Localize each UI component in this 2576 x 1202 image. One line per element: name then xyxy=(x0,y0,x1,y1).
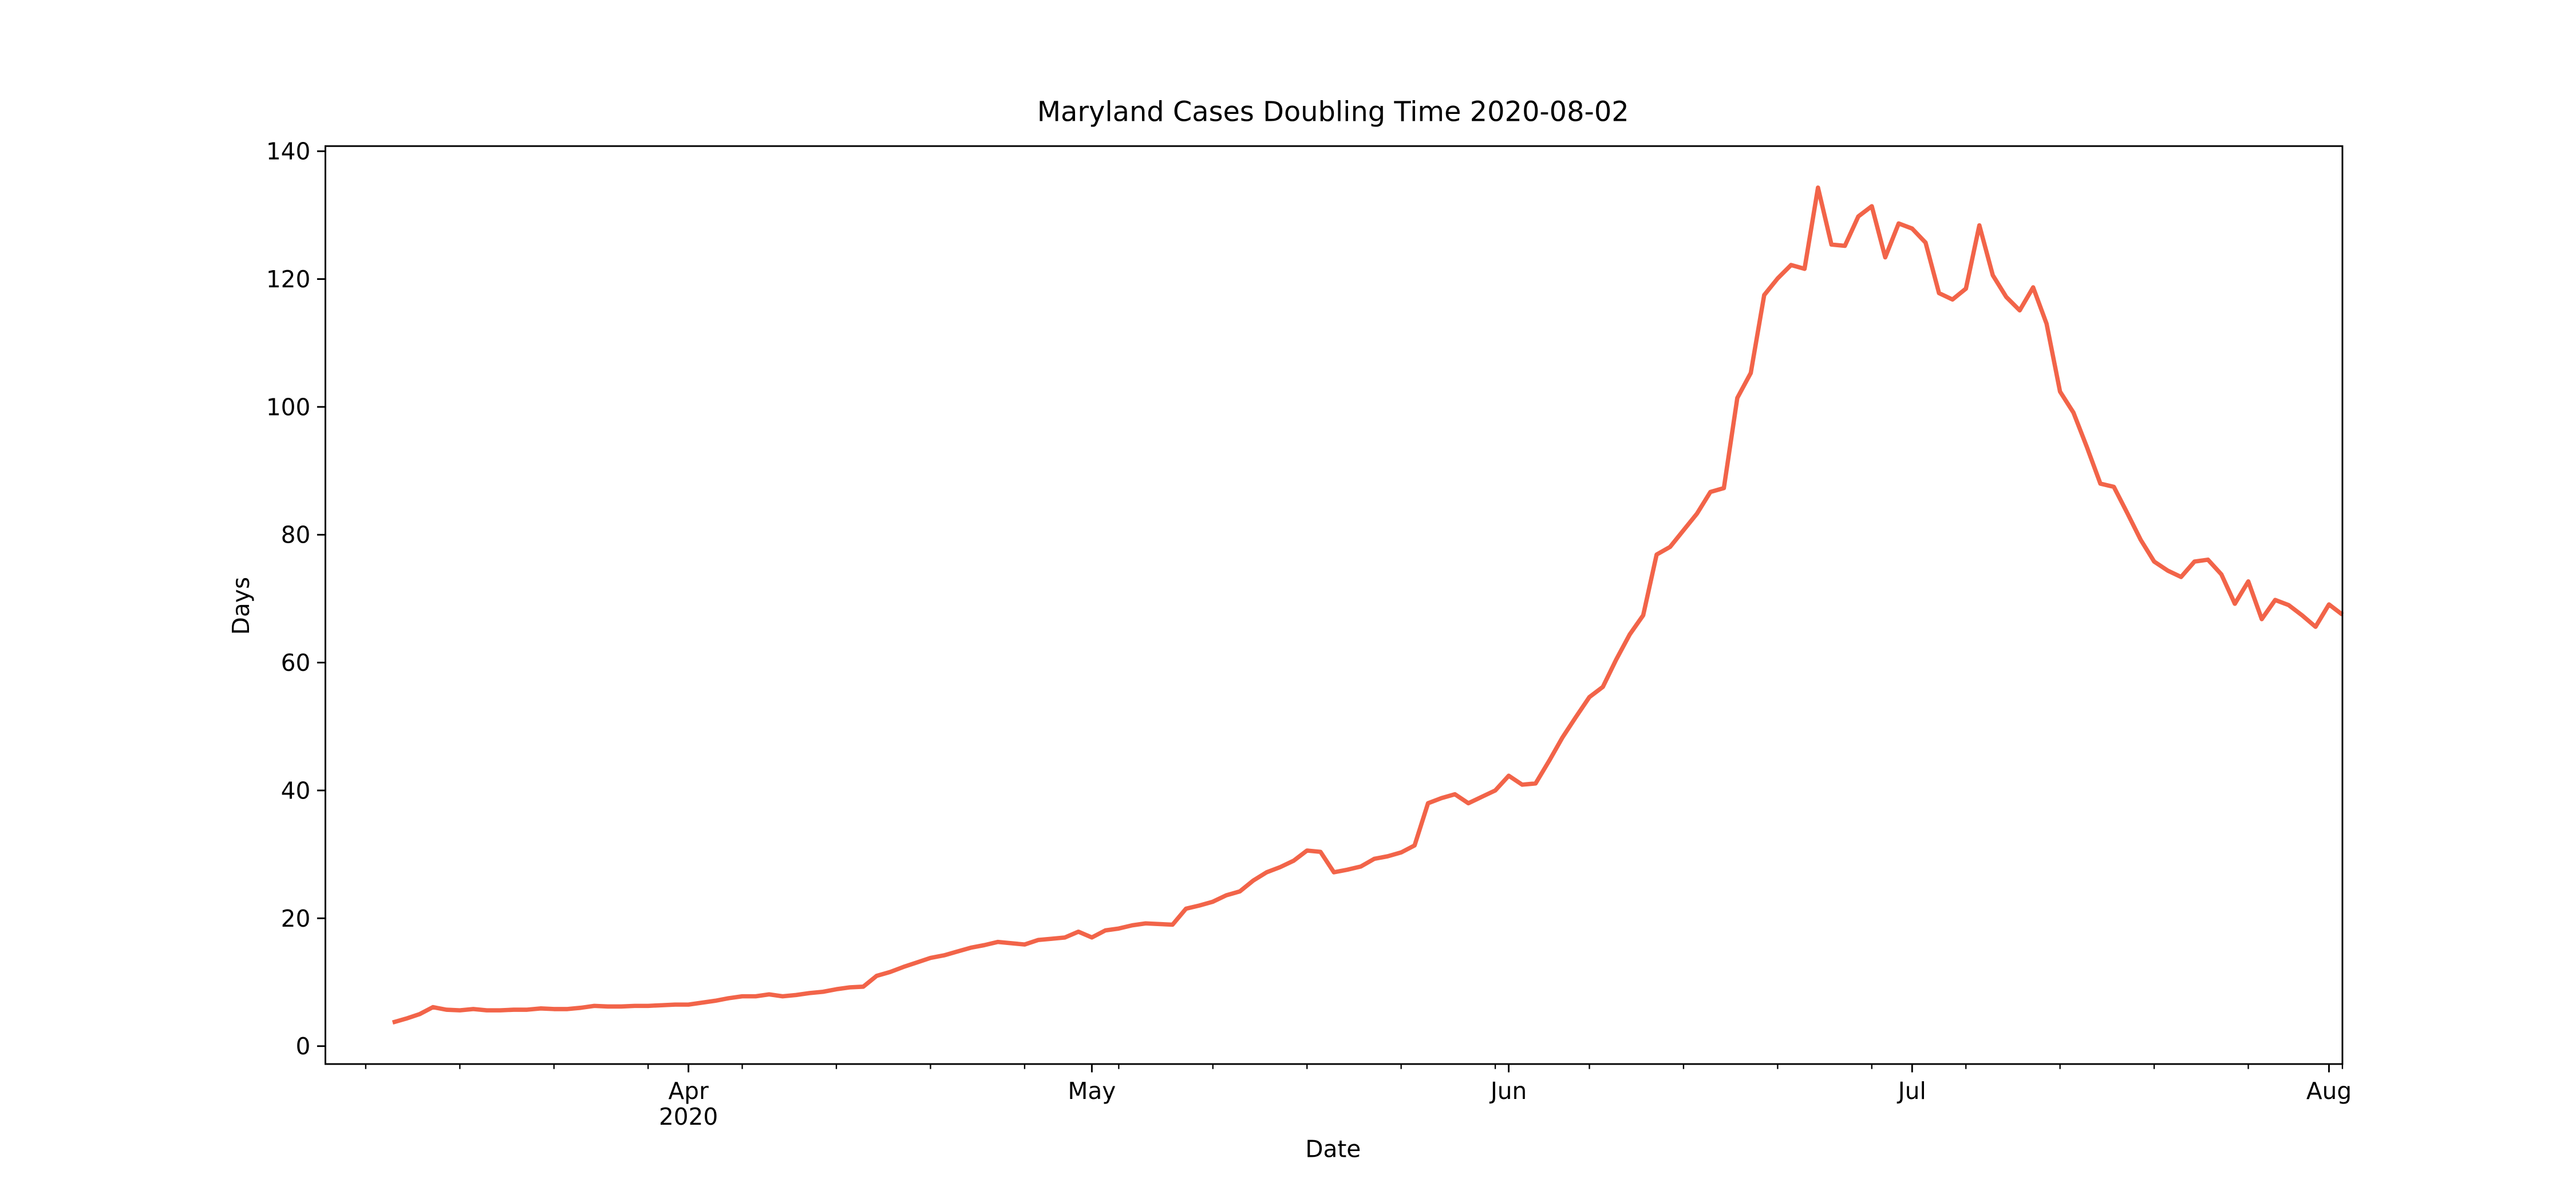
y-tick-label: 140 xyxy=(266,138,310,165)
y-tick-label: 120 xyxy=(266,266,310,293)
y-tick-label: 80 xyxy=(281,521,311,549)
x-axis-label: Date xyxy=(1305,1135,1361,1163)
y-tick-label: 40 xyxy=(281,777,311,804)
x-tick-label: Jul xyxy=(1897,1077,1926,1105)
y-tick-label: 0 xyxy=(295,1033,310,1060)
plot-frame xyxy=(324,145,2344,1065)
x-tick-label: Aug xyxy=(2306,1077,2352,1105)
y-tick-label: 20 xyxy=(281,905,311,932)
x-tick-label: Jun xyxy=(1489,1077,1527,1105)
x-tick-label: Apr 2020 xyxy=(659,1077,718,1130)
y-axis-label: Days xyxy=(227,577,255,635)
y-tick-label: 100 xyxy=(266,393,310,421)
chart-title: Maryland Cases Doubling Time 2020-08-02 xyxy=(1037,97,1629,128)
x-tick-label: May xyxy=(1068,1077,1116,1105)
y-tick-label: 60 xyxy=(281,649,311,677)
data-line xyxy=(392,185,2344,1025)
